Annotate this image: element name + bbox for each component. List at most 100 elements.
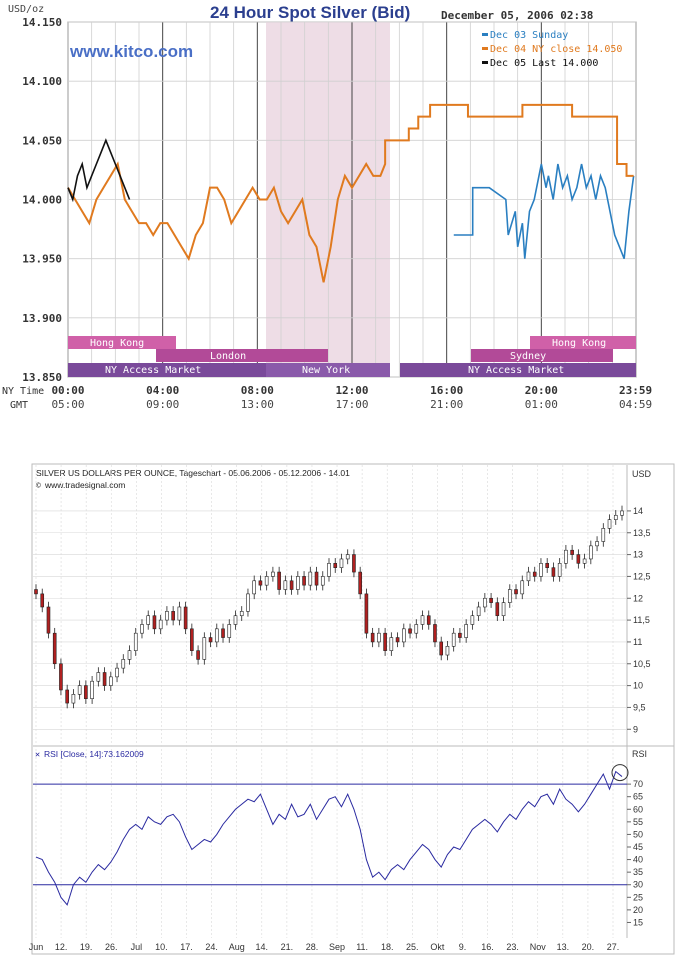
ts-candle (377, 632, 381, 643)
kitco-unit-label: USD/oz (8, 4, 44, 15)
ts-rsi-axis-label: RSI (632, 749, 647, 759)
ts-candle (59, 663, 63, 691)
ts-x-tick: 25. (406, 942, 419, 952)
ts-x-tick: 12. (55, 942, 68, 952)
ts-candle (395, 637, 400, 643)
ts-candle (426, 615, 431, 625)
ts-candle (320, 576, 325, 586)
ts-x-tick: 9. (459, 942, 467, 952)
kitco-y-tick: 13.950 (22, 253, 62, 266)
kitco-gmt-label: GMT (10, 400, 28, 411)
ts-candle (165, 611, 169, 621)
ts-price-tick: 10 (633, 681, 643, 691)
ts-candle (532, 571, 537, 577)
ts-x-tick: Okt (430, 942, 445, 952)
kitco-x-tick-ny: 16:00 (430, 384, 463, 397)
ts-candle (570, 549, 574, 555)
ts-candle (40, 593, 45, 608)
kitco-x-tick-gmt: 21:00 (430, 398, 463, 411)
ts-candle (470, 615, 475, 625)
ts-candle (358, 571, 362, 595)
ts-price-tick: 11 (633, 637, 642, 647)
ts-rsi-tick: 15 (633, 917, 643, 927)
ts-price-tick: 14 (633, 506, 643, 516)
ts-candle (595, 541, 599, 547)
ts-x-tick: 10. (155, 942, 168, 952)
legend-swatch-last (482, 61, 488, 64)
market-new-york-label: New York (302, 365, 350, 376)
kitco-x-tick-ny: 23:59 (619, 384, 652, 397)
ts-candle (564, 549, 568, 564)
ts-rsi-tick: 20 (633, 905, 643, 915)
ts-candle (152, 615, 157, 630)
ts-rsi-tick: 40 (633, 855, 643, 865)
ts-candle (52, 632, 57, 665)
ts-candle (339, 558, 344, 568)
ts-price-tick: 13,5 (633, 528, 651, 538)
ts-candle (464, 624, 468, 638)
ts-candle (171, 611, 175, 621)
ts-x-tick: 17. (180, 942, 193, 952)
ts-candle (458, 632, 462, 638)
market-ny-access-1 (68, 363, 266, 377)
ts-candle (389, 637, 394, 651)
ts-candle (514, 589, 518, 595)
kitco-chart-date: December 05, 2006 02:38 (441, 9, 593, 22)
ts-candle (589, 545, 593, 560)
ts-candle (277, 571, 281, 590)
kitco-x-tick-ny: 20:00 (525, 384, 558, 397)
ts-candle (576, 554, 581, 564)
ts-x-tick: 14. (256, 942, 269, 952)
market-london (156, 349, 328, 362)
kitco-x-tick-gmt: 04:59 (619, 398, 652, 411)
ts-x-tick: 20. (582, 942, 595, 952)
ts-candle (420, 615, 425, 625)
ts-candle (208, 637, 213, 643)
ts-candle (314, 571, 319, 586)
ts-candle (233, 615, 238, 625)
ts-candle (239, 611, 244, 617)
ts-x-tick: Jun (29, 942, 44, 952)
ts-x-tick: Aug (229, 942, 245, 952)
ts-candle (221, 628, 225, 638)
ts-candle (507, 589, 512, 603)
kitco-ny-time-label: NY Time (2, 386, 44, 397)
ts-rsi-icon: ✕ (35, 750, 40, 760)
ts-rsi-tick: 25 (633, 892, 643, 902)
ts-candle (383, 632, 387, 651)
ts-candle (483, 597, 487, 608)
ts-candle (140, 624, 144, 634)
market-new-york (266, 363, 390, 377)
ts-rsi-tick: 50 (633, 829, 643, 839)
ts-price-tick: 9,5 (633, 702, 646, 712)
ts-candle (526, 571, 531, 582)
ts-candle (364, 593, 369, 634)
ts-x-tick: 19. (80, 942, 93, 952)
ts-candle (370, 632, 375, 643)
legend-swatch-sunday (482, 33, 488, 36)
ts-candle (582, 558, 587, 564)
ts-x-tick: 18. (381, 942, 394, 952)
ts-candle (439, 641, 444, 656)
kitco-x-tick-ny: 04:00 (146, 384, 179, 397)
ts-rsi-tick: 45 (633, 842, 643, 852)
market-ny-access-2-label: NY Access Market (468, 365, 564, 376)
ts-candle (121, 659, 126, 669)
ts-candle (613, 514, 618, 520)
ts-candle (227, 624, 232, 638)
kitco-x-tick-ny: 12:00 (335, 384, 368, 397)
ts-x-tick: 24. (205, 942, 218, 952)
kitco-y-tick: 14.150 (22, 16, 62, 29)
kitco-series-dec04-ny-close (67, 103, 634, 283)
ts-candle (127, 650, 132, 660)
ts-rsi-tick: 70 (633, 779, 643, 789)
ts-price-tick: 13 (633, 550, 643, 560)
ts-candle (302, 576, 306, 586)
kitco-x-tick-gmt: 17:00 (335, 398, 368, 411)
ts-x-tick: 27. (607, 942, 620, 952)
kitco-silver-chart: 24 Hour Spot Silver (Bid) December 05, 2… (2, 3, 652, 411)
ts-candle (433, 624, 437, 643)
ts-candle (84, 685, 88, 699)
ts-candle (327, 563, 331, 577)
market-ny-access-1-label: NY Access Market (105, 365, 201, 376)
